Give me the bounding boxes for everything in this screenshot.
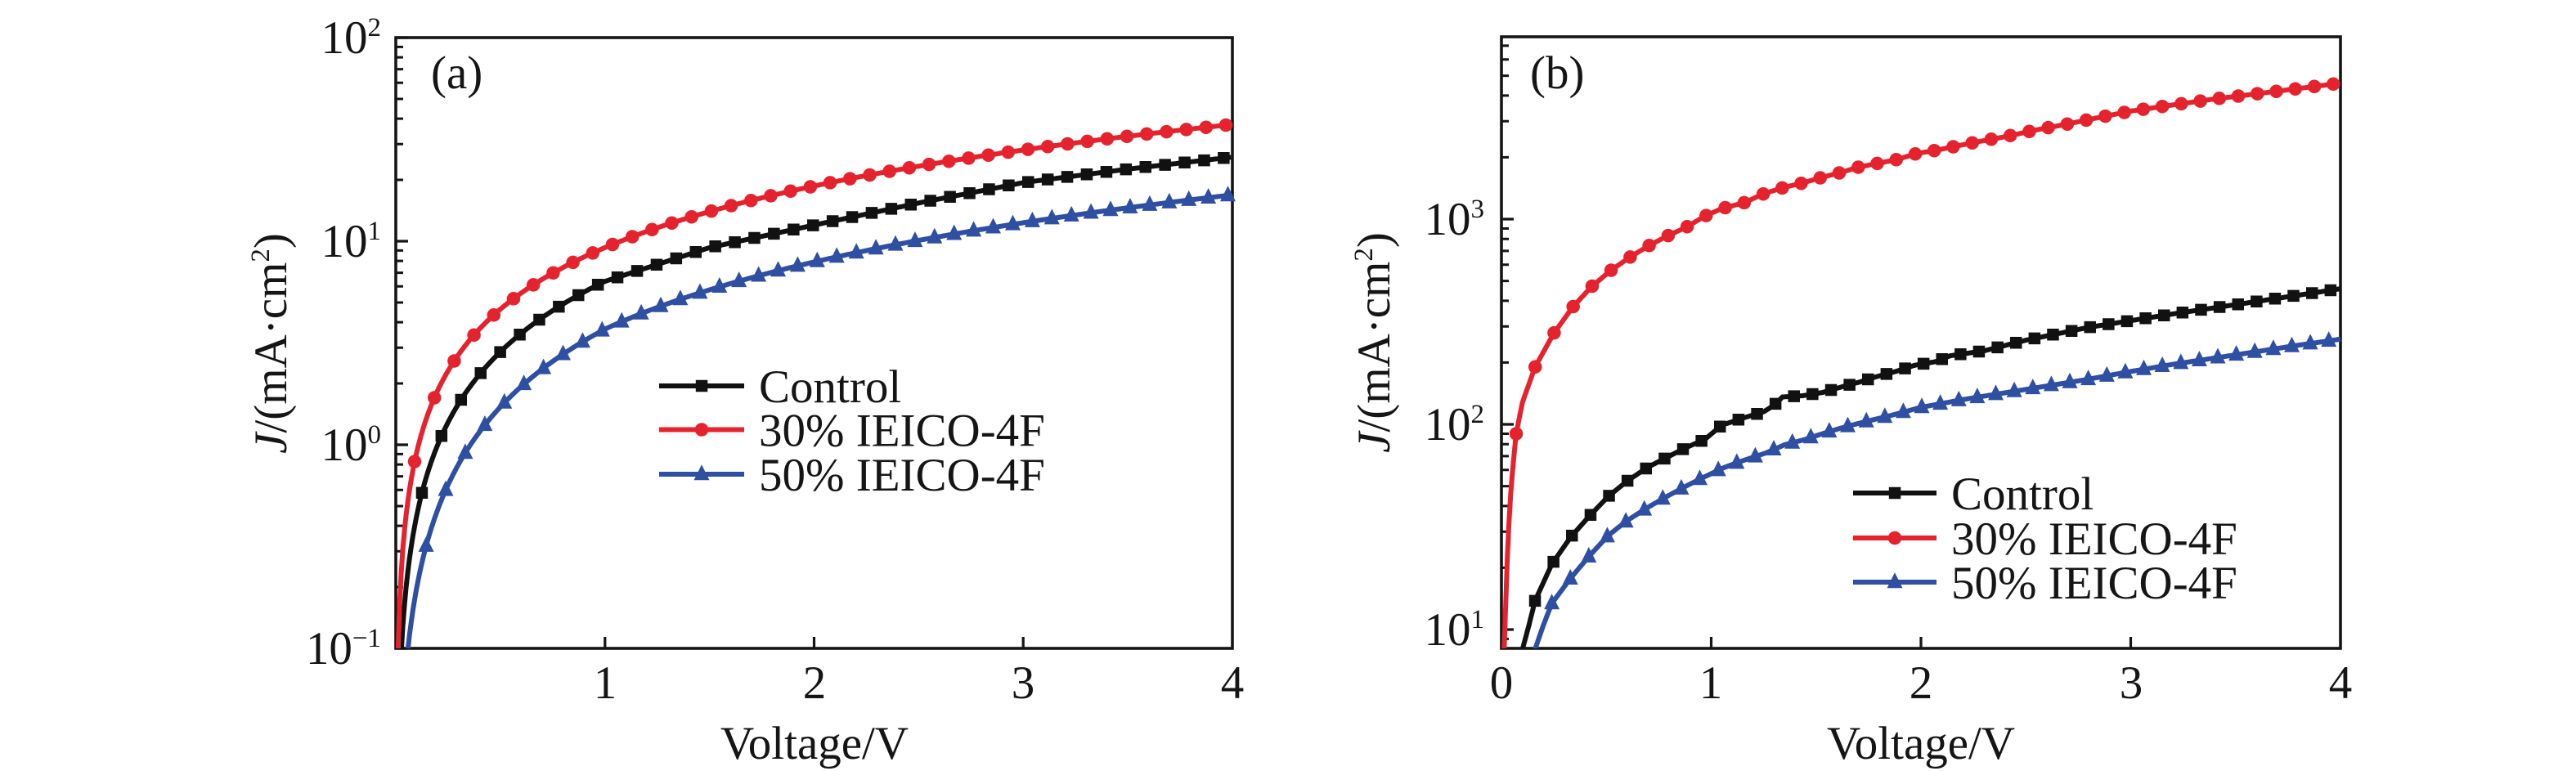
svg-text:4: 4	[1221, 657, 1245, 709]
svg-text:(b): (b)	[1530, 47, 1584, 99]
svg-text:Control: Control	[1951, 468, 2094, 520]
svg-text:Voltage/V: Voltage/V	[1827, 718, 2015, 769]
svg-text:1: 1	[1699, 657, 1723, 709]
svg-text:3: 3	[2120, 657, 2143, 709]
svg-text:2: 2	[803, 657, 827, 709]
svg-text:J/(mA·cm2): J/(mA·cm2)	[245, 233, 297, 454]
svg-text:30% IEICO-4F: 30% IEICO-4F	[759, 406, 1045, 457]
svg-text:3: 3	[1012, 657, 1035, 709]
svg-text:(a): (a)	[431, 47, 482, 99]
svg-text:30% IEICO-4F: 30% IEICO-4F	[1951, 513, 2237, 565]
svg-text:Voltage/V: Voltage/V	[720, 718, 909, 769]
svg-text:J/(mA·cm2): J/(mA·cm2)	[1349, 232, 1400, 453]
svg-text:2: 2	[1910, 657, 1933, 709]
svg-text:0: 0	[1490, 657, 1514, 709]
svg-text:Control: Control	[759, 361, 901, 413]
svg-text:50% IEICO-4F: 50% IEICO-4F	[759, 450, 1045, 501]
svg-text:4: 4	[2329, 657, 2353, 709]
svg-text:50% IEICO-4F: 50% IEICO-4F	[1951, 558, 2237, 609]
svg-text:1: 1	[594, 657, 617, 709]
